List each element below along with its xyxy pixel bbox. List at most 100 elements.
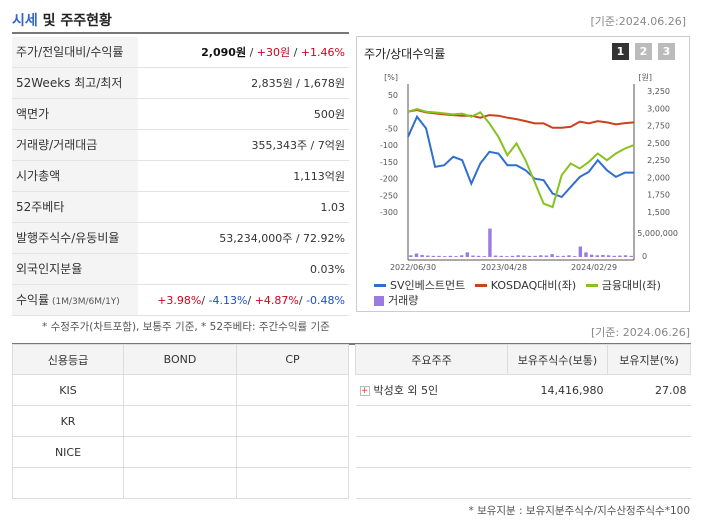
info-value: 0.03%: [138, 254, 349, 284]
info-value-part: +1.46%: [300, 46, 345, 59]
volume-bar: [476, 255, 481, 257]
legend-line-icon: [585, 284, 598, 287]
info-value: 355,343주 / 7억원: [138, 130, 349, 160]
agency-cell: NICE: [12, 436, 124, 468]
bond-cell: [123, 467, 237, 499]
shares-cell: [507, 436, 608, 468]
legend-finance[interactable]: 금융대비(좌): [585, 278, 661, 293]
volume-bar: [556, 255, 560, 257]
legend-label: SV인베스트먼트: [390, 279, 466, 292]
table-row: KIS: [12, 374, 349, 406]
right-tick-label: 1,750: [647, 191, 670, 200]
info-value-part: 1,113억원: [293, 170, 345, 183]
major-shareholders-table: 주요주주 보유주식수(보통) 보유지분(%) + 박성호 외 5인 14,416,…: [355, 344, 691, 499]
volume-bar: [595, 255, 599, 257]
left-tick-label: -100: [380, 141, 398, 150]
info-row: 수익률 (1M/3M/6M/1Y) +3.98%/ -4.13%/ +4.87%/…: [12, 285, 349, 316]
table-row: [12, 467, 349, 499]
volume-bar: [459, 255, 464, 257]
holder-cell: [355, 436, 508, 468]
info-value: 2,090원 / +30원 / +1.46%: [138, 37, 349, 67]
info-value-part: 1.03: [320, 201, 346, 214]
pct-cell: 27.08: [607, 374, 691, 406]
volume-bar: [510, 255, 515, 257]
volume-bar: [584, 252, 588, 257]
left-tick-label: 0: [393, 108, 398, 117]
holder-cell[interactable]: + 박성호 외 5인: [355, 374, 508, 406]
x-tick-label: 2024/02/29: [571, 263, 617, 272]
title-part2: 및 주주현황: [37, 13, 112, 29]
divider: [12, 32, 349, 34]
col-header: CP: [236, 344, 349, 375]
legend-kosdaq[interactable]: KOSDAQ대비(좌): [474, 278, 576, 293]
right-tick-label: 3,250: [647, 87, 670, 96]
price-note: * 수정주가(차트포함), 보통주 기준, * 52주베타: 주간수익률 기준: [42, 321, 330, 333]
x-tick-label: 2022/06/30: [390, 263, 436, 272]
volume-bar: [426, 255, 430, 257]
info-label-text: 거래량/거래대금: [16, 138, 98, 152]
chart-tab-2[interactable]: 2: [635, 43, 652, 60]
cp-cell: [236, 467, 349, 499]
volume-bar: [516, 255, 520, 257]
legend-sv[interactable]: SV인베스트먼트: [374, 278, 465, 293]
right-tick-label: 2,750: [647, 122, 670, 131]
info-label-text: 수익률: [16, 293, 50, 307]
volume-bar: [448, 255, 453, 257]
info-value-part: 355,343주 / 7억원: [251, 139, 345, 152]
chart-legend: SV인베스트먼트 KOSDAQ대비(좌) 금융대비(좌) 거래량: [374, 276, 690, 310]
table-row: KR: [12, 405, 349, 437]
shares-cell: 14,416,980: [507, 374, 608, 406]
title-part1: 시세: [12, 13, 38, 29]
table-row: NICE: [12, 436, 349, 468]
credit-rating-table: 신용등급 BOND CP KIS KR NICE: [12, 344, 349, 499]
info-label: 주가/전일대비/수익률: [12, 37, 138, 67]
volume-bar: [454, 256, 458, 257]
legend-label: 거래량: [388, 294, 419, 307]
info-label: 발행주식수/유동비율: [12, 223, 138, 253]
left-tick-label: -50: [385, 124, 398, 133]
pct-cell: [607, 405, 691, 437]
chart-tab-1[interactable]: 1: [612, 43, 629, 60]
agency-cell: KR: [12, 405, 124, 437]
table-row: [355, 405, 691, 437]
info-value-part: 53,234,000주 / 72.92%: [219, 232, 345, 245]
info-label-text: 52Weeks 최고/최저: [16, 76, 123, 90]
left-tick-label: 50: [388, 91, 398, 100]
info-row: 외국인지분율 0.03%: [12, 254, 349, 285]
volume-bar: [431, 255, 436, 257]
volume-bar: [606, 255, 611, 257]
info-value-part: -4.13%: [208, 294, 248, 307]
info-row: 주가/전일대비/수익률 2,090원 / +30원 / +1.46%: [12, 37, 349, 68]
divider: [12, 343, 691, 345]
cp-cell: [236, 405, 349, 437]
agency-cell: KIS: [12, 374, 124, 406]
info-label: 액면가: [12, 99, 138, 129]
info-value: 1.03: [138, 192, 349, 222]
info-label-text: 발행주식수/유동비율: [16, 231, 120, 245]
expand-icon[interactable]: +: [359, 386, 370, 396]
volume-bar: [420, 254, 424, 257]
info-value-part: /: [201, 294, 209, 307]
legend-volume[interactable]: 거래량: [374, 293, 418, 308]
legend-square-icon: [374, 295, 384, 306]
volume-bar: [629, 255, 633, 257]
col-header: 신용등급: [12, 344, 124, 375]
volume-bar: [623, 255, 628, 257]
left-tick-label: -250: [380, 191, 398, 200]
legend-label: 금융대비(좌): [601, 279, 661, 292]
info-label-text: 액면가: [16, 107, 50, 121]
right-tick-label: 2,000: [647, 173, 670, 182]
volume-bar: [533, 255, 537, 257]
info-value: 53,234,000주 / 72.92%: [138, 223, 349, 253]
right-tick-label: 2,500: [647, 139, 670, 148]
info-value-part: +30원: [256, 46, 291, 59]
volume-bar: [567, 255, 571, 257]
chart-tab-3[interactable]: 3: [658, 43, 675, 60]
chart-period-tabs: 1 2 3: [612, 43, 675, 60]
info-row: 52주베타 1.03: [12, 192, 349, 223]
info-row: 액면가 500원: [12, 99, 349, 130]
reference-date: [기준:2024.06.26]: [590, 15, 686, 28]
price-info-table: 주가/전일대비/수익률 2,090원 / +30원 / +1.46% 52Weeks…: [12, 37, 349, 316]
bond-cell: [123, 436, 237, 468]
pct-cell: [607, 467, 691, 499]
